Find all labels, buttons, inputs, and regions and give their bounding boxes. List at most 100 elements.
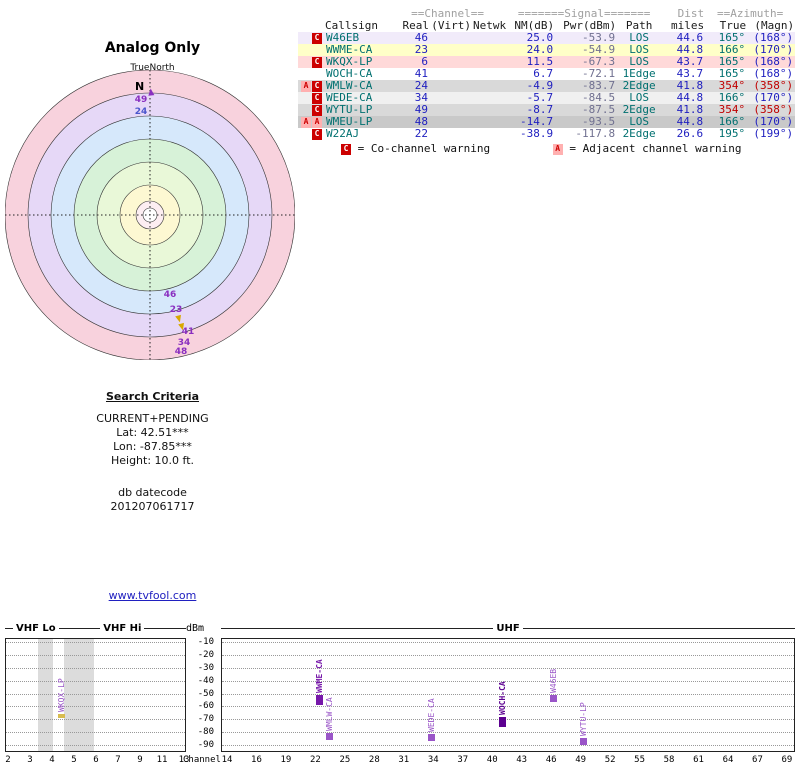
azimuth-arrow-icon xyxy=(175,314,183,324)
db-datecode-label: db datecode xyxy=(118,486,187,499)
db-datecode-value: 201207061717 xyxy=(110,500,195,513)
magnetic-azimuth-cell: (170°) xyxy=(753,115,794,128)
gridline xyxy=(222,732,794,734)
spectrum-chart: VHF Lo VHF Hi UHF dBm Channel -10 -20 -30 -… xyxy=(0,618,800,768)
adjacent-channel-warning-badge: A xyxy=(552,143,563,155)
signal-level-marker xyxy=(58,713,65,718)
real-channel-cell: 34 xyxy=(414,91,428,104)
station-row: C W46EB 46 25.0 -53.9 LOS 44.6 165° (168°) xyxy=(298,31,796,44)
channel-marker-label: 34 xyxy=(177,338,191,348)
dbm-axis-tick: -40 xyxy=(197,675,214,686)
path-cell: 2Edge xyxy=(622,127,656,140)
channel-axis-tick: 61 xyxy=(693,755,704,765)
distance-cell: 43.7 xyxy=(676,55,704,68)
virtual-channel-cell xyxy=(430,68,472,80)
distance-cell: 26.6 xyxy=(676,127,704,140)
gridline xyxy=(6,745,185,746)
col-header-pwr: Pwr(dBm) xyxy=(563,19,617,32)
nm-cell: -14.7 xyxy=(520,115,554,128)
magnetic-azimuth-cell: (358°) xyxy=(753,103,794,116)
virtual-channel-cell xyxy=(430,56,472,68)
channel-marker-label: 24 xyxy=(134,107,148,117)
magnetic-azimuth-cell: (168°) xyxy=(753,67,794,80)
dbm-axis-tick: -80 xyxy=(197,727,214,738)
channel-axis-tick: 34 xyxy=(427,755,439,765)
channel-axis-tick: 16 xyxy=(251,755,262,765)
network-cell xyxy=(472,80,507,92)
magnetic-azimuth-cell: (170°) xyxy=(753,43,794,56)
path-cell: LOS xyxy=(629,43,650,56)
channel-axis-tick: 69 xyxy=(781,755,793,765)
channel-axis-tick: 2 xyxy=(5,755,11,765)
nm-cell: -38.9 xyxy=(520,127,554,140)
signal-level-marker xyxy=(499,716,506,727)
power-cell: -87.5 xyxy=(582,103,616,116)
power-cell: -83.7 xyxy=(582,79,616,92)
col-header-callsign: Callsign xyxy=(325,19,378,32)
channel-axis-tick: 46 xyxy=(545,755,557,765)
nm-cell: -8.7 xyxy=(526,103,554,116)
co-channel-warning-badge: C xyxy=(312,104,322,116)
gridline xyxy=(6,693,185,695)
nm-cell: 11.5 xyxy=(526,55,554,68)
gridline xyxy=(6,680,185,682)
magnetic-azimuth-cell: (170°) xyxy=(753,91,794,104)
gridline xyxy=(6,667,185,669)
power-cell: -72.1 xyxy=(582,67,616,80)
dist-group-header: Dist xyxy=(677,7,705,20)
vhf-lo-label: VHF Lo xyxy=(16,622,56,634)
vhf-band-header: VHF Lo VHF Hi xyxy=(5,622,187,634)
distance-cell: 44.6 xyxy=(676,31,704,44)
gridline xyxy=(222,654,794,656)
co-channel-warning-badge: C xyxy=(312,32,322,44)
search-mode: CURRENT+PENDING xyxy=(96,412,209,425)
true-azimuth-cell: 165° xyxy=(718,67,746,80)
search-longitude: Lon: -87.85*** xyxy=(113,440,192,453)
distance-cell: 41.8 xyxy=(676,103,704,116)
table-group-header-row: ==Channel== =======Signal======= Dist ==… xyxy=(298,8,795,20)
path-cell: 2Edge xyxy=(622,79,656,92)
co-channel-warning-badge: C xyxy=(312,92,322,104)
callsign-cell: WYTU-LP xyxy=(326,103,373,116)
real-channel-cell: 41 xyxy=(414,67,428,80)
nm-cell: 25.0 xyxy=(526,31,554,44)
warning-badges-cell: C xyxy=(298,92,324,104)
station-label: WMLW-CA xyxy=(325,697,334,732)
warning-badges-cell: C xyxy=(298,56,324,68)
col-header-miles: miles xyxy=(671,19,705,32)
path-cell: 2Edge xyxy=(622,103,656,116)
tvfool-link[interactable]: www.tvfool.com xyxy=(108,589,197,602)
power-cell: -93.5 xyxy=(582,115,616,128)
station-row: C W22AJ 22 -38.9 -117.8 2Edge 26.6 195° (199°) xyxy=(298,127,796,140)
dbm-axis-tick: -50 xyxy=(197,688,214,699)
true-north-label: TrueNorth xyxy=(130,63,175,73)
network-cell xyxy=(472,104,507,116)
search-latitude: Lat: 42.51*** xyxy=(116,426,189,439)
channel-axis-tick: 7 xyxy=(115,755,121,765)
virtual-channel-cell xyxy=(430,92,472,104)
channel-axis-tick: 31 xyxy=(398,755,410,765)
station-row: C WYTU-LP 49 -8.7 -87.5 2Edge 41.8 354° (358°) xyxy=(298,103,796,116)
adjacent-channel-warning-badge: A xyxy=(301,116,311,128)
col-header-path: Path xyxy=(625,19,653,32)
azimuth-arrow-icon xyxy=(147,88,155,96)
channel-axis-tick: 55 xyxy=(634,755,645,765)
header-line xyxy=(58,627,101,629)
true-azimuth-cell: 166° xyxy=(718,91,746,104)
channel-marker-label: 46 xyxy=(163,290,177,300)
channel-axis-tick: 25 xyxy=(339,755,351,765)
gridline xyxy=(222,642,794,643)
distance-cell: 44.8 xyxy=(676,43,704,56)
channel-marker-label: 49 xyxy=(134,95,148,105)
power-cell: -117.8 xyxy=(575,127,616,140)
callsign-cell: W46EB xyxy=(326,31,360,44)
gridline xyxy=(6,719,185,721)
header-line xyxy=(221,627,494,629)
signal-level-marker xyxy=(550,695,557,703)
dbm-axis-tick: -90 xyxy=(197,740,214,750)
gridline xyxy=(222,719,794,721)
station-row: WOCH-CA 41 6.7 -72.1 1Edge 43.7 165° (168°) xyxy=(298,67,796,80)
network-cell xyxy=(472,116,507,128)
header-line xyxy=(5,627,13,629)
